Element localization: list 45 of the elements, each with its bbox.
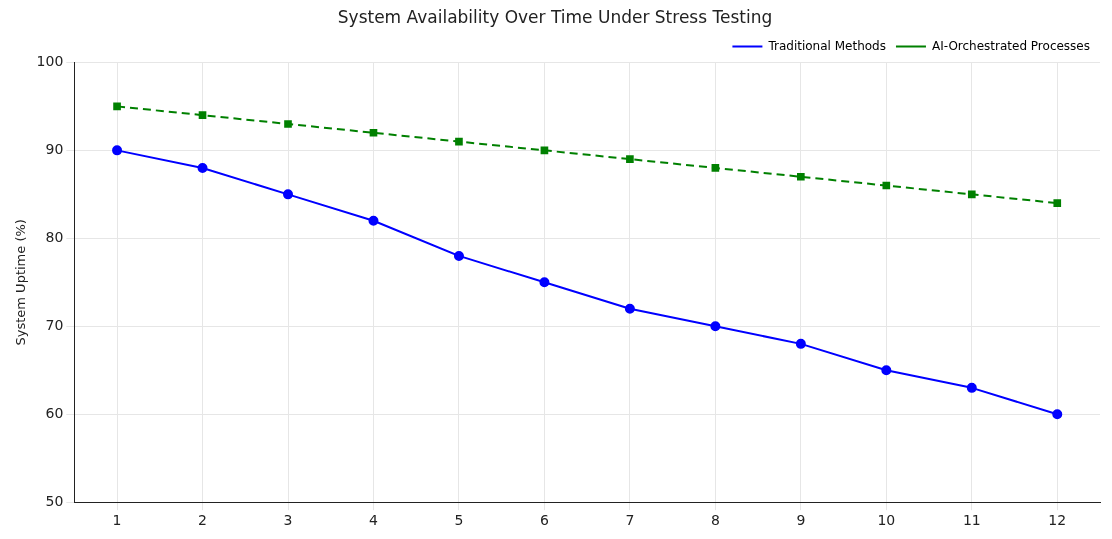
point	[711, 164, 720, 172]
y-tick-label: 50	[45, 492, 64, 509]
y-tick-label: 80	[45, 228, 64, 245]
x-tick-label: 7	[625, 512, 635, 529]
point	[455, 137, 463, 146]
x-tick-label: 1	[112, 512, 122, 529]
point	[624, 303, 635, 314]
y-axis-title: System Uptime (%)	[13, 219, 29, 346]
y-tick-label: 70	[45, 316, 64, 333]
y-tick-label: 100	[36, 53, 64, 70]
point	[113, 102, 121, 111]
chart-title: System Availability Over Time Under Stress Testing	[337, 6, 773, 27]
x-tick-label: 11	[962, 512, 981, 529]
x-tick-label: 6	[539, 512, 549, 529]
x-tick-label: 2	[198, 512, 207, 529]
point	[368, 215, 379, 226]
point	[453, 250, 464, 261]
legend-label: Traditional Methods	[767, 38, 886, 53]
point	[626, 155, 634, 163]
x-tick-label: 3	[283, 512, 293, 529]
point	[881, 365, 892, 376]
legend-label: AI-Orchestrated Processes	[931, 38, 1091, 53]
x-tick-label: 10	[877, 512, 896, 529]
x-tick-label: 12	[1048, 512, 1067, 529]
point	[198, 111, 207, 119]
point	[966, 382, 977, 393]
y-tick-label: 90	[45, 141, 64, 157]
y-tick-label: 60	[45, 404, 64, 421]
point	[1052, 409, 1063, 420]
point	[710, 321, 721, 332]
point	[539, 277, 550, 288]
point	[882, 181, 891, 190]
x-tick-label: 8	[710, 512, 720, 529]
point	[1053, 199, 1062, 207]
x-tick-label: 5	[454, 512, 464, 529]
x-tick-label: 4	[369, 512, 379, 529]
point	[797, 172, 805, 181]
x-tick-label: 9	[796, 512, 806, 529]
point	[795, 338, 806, 349]
point	[197, 162, 208, 173]
point	[967, 190, 976, 199]
point	[112, 145, 123, 156]
point	[369, 128, 378, 137]
point	[284, 120, 292, 128]
point	[283, 189, 294, 200]
